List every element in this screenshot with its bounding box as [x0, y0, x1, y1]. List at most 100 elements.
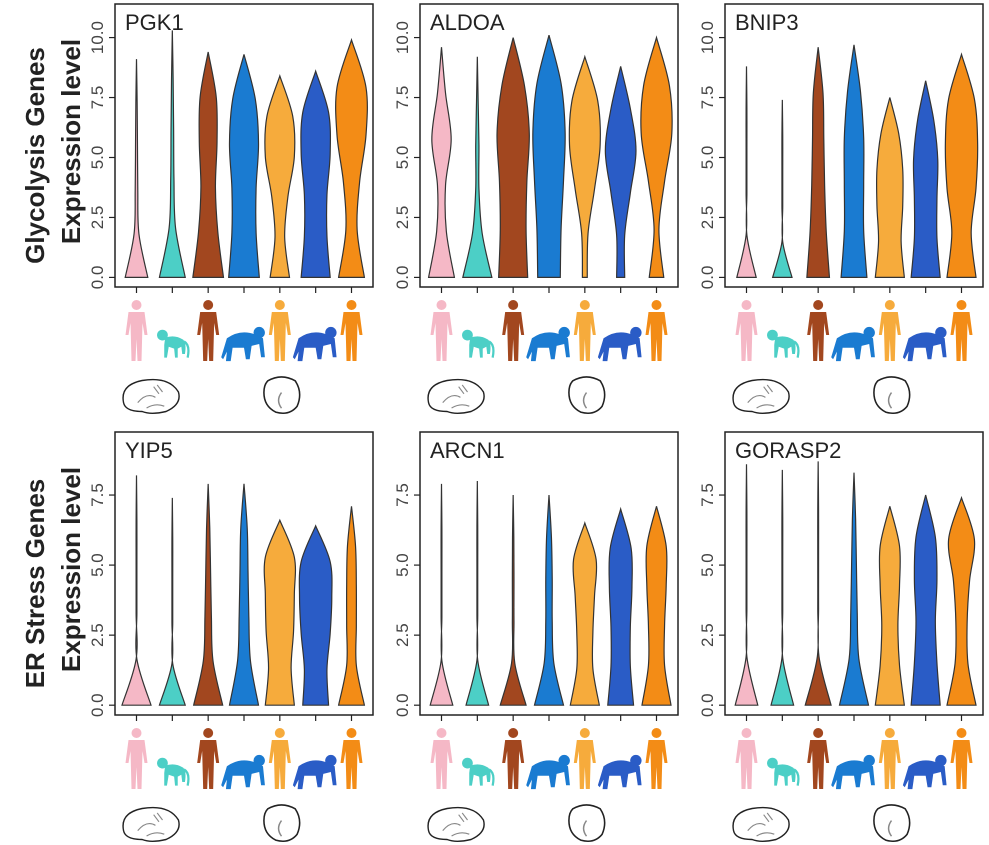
violin — [335, 37, 368, 279]
violin — [569, 521, 601, 706]
panel-title: ARCN1 — [430, 438, 505, 463]
species-icon — [155, 756, 190, 787]
species-icon — [502, 728, 525, 789]
violin — [298, 524, 333, 706]
cerebellum-icon — [263, 376, 301, 415]
species-icon — [831, 326, 875, 362]
violin — [300, 69, 332, 279]
violin — [874, 506, 906, 706]
species-icon — [155, 328, 190, 359]
violin — [640, 35, 673, 279]
species-icon — [197, 728, 220, 789]
species-icon — [765, 756, 800, 787]
y-tick-label: 5.0 — [393, 553, 412, 577]
violin — [192, 51, 225, 279]
y-tick-label: 0.0 — [88, 266, 107, 290]
y-tick-label: 7.5 — [698, 86, 717, 110]
cerebellum-icon — [263, 804, 301, 843]
violin — [874, 97, 906, 279]
violin — [228, 483, 260, 706]
violin — [264, 73, 296, 279]
panel-title: ALDOA — [430, 10, 505, 35]
y-tick-label: 2.5 — [698, 623, 717, 647]
violin — [496, 37, 530, 279]
y-axis-title: Expression level — [56, 467, 86, 672]
brain-icon — [732, 806, 790, 843]
violin — [192, 483, 224, 706]
y-tick-label: 2.5 — [88, 206, 107, 230]
violin — [838, 472, 870, 706]
violin — [263, 518, 297, 706]
species-icon — [430, 300, 453, 361]
species-icon — [878, 728, 901, 789]
species-icon — [268, 300, 291, 361]
panel-title: PGK1 — [125, 10, 184, 35]
y-tick-label: 7.5 — [88, 86, 107, 110]
species-icon — [221, 326, 265, 362]
species-icon — [573, 728, 596, 789]
violin — [499, 495, 527, 706]
species-icon — [340, 300, 363, 361]
violin — [427, 47, 456, 279]
species-icon — [221, 754, 265, 790]
y-tick-label: 0.0 — [393, 266, 412, 290]
violin — [607, 506, 635, 706]
violin — [228, 54, 260, 279]
row-title: ER Stress Genes — [20, 479, 50, 689]
species-icon — [125, 300, 148, 361]
species-icon — [807, 728, 830, 789]
y-tick-label: 7.5 — [698, 483, 717, 507]
y-tick-label: 10.0 — [88, 21, 107, 54]
violin — [944, 52, 979, 279]
species-icon — [902, 326, 947, 362]
species-icon — [950, 728, 973, 789]
y-tick-label: 5.0 — [88, 146, 107, 170]
brain-icon — [122, 806, 180, 843]
violin — [770, 469, 795, 706]
violin — [910, 494, 941, 706]
violin — [641, 506, 672, 706]
y-tick-label: 0.0 — [88, 693, 107, 717]
violin — [124, 59, 149, 279]
violin — [462, 56, 493, 279]
y-tick-label: 2.5 — [393, 206, 412, 230]
y-axis-title: Expression level — [56, 39, 86, 244]
panel-title: GORASP2 — [735, 438, 841, 463]
violin — [465, 481, 490, 706]
y-tick-label: 5.0 — [393, 146, 412, 170]
cerebellum-icon — [873, 376, 911, 415]
species-icon — [831, 754, 875, 790]
violin — [121, 475, 152, 706]
brain-icon — [732, 378, 790, 415]
y-tick-label: 2.5 — [88, 623, 107, 647]
violin — [337, 506, 366, 706]
species-icon — [735, 300, 758, 361]
y-tick-label: 0.0 — [698, 693, 717, 717]
species-icon — [597, 754, 642, 790]
y-tick-label: 10.0 — [698, 21, 717, 54]
species-icon — [950, 300, 973, 361]
y-tick-label: 7.5 — [393, 483, 412, 507]
species-icon — [526, 326, 570, 362]
species-icon — [268, 728, 291, 789]
species-icon — [902, 754, 947, 790]
violin — [158, 30, 186, 279]
y-tick-label: 5.0 — [698, 553, 717, 577]
species-icon — [735, 728, 758, 789]
violin — [568, 54, 601, 279]
y-tick-label: 2.5 — [393, 623, 412, 647]
row-title: Glycolysis Genes — [20, 47, 50, 264]
species-icon — [526, 754, 570, 790]
violin — [771, 99, 793, 279]
species-icon — [502, 300, 525, 361]
y-tick-label: 7.5 — [88, 483, 107, 507]
species-icon — [597, 326, 642, 362]
violin — [840, 44, 868, 279]
y-tick-label: 7.5 — [393, 86, 412, 110]
cerebellum-icon — [568, 376, 606, 415]
species-icon — [125, 728, 148, 789]
y-tick-label: 0.0 — [393, 693, 412, 717]
species-icon — [292, 326, 337, 362]
violin — [804, 461, 832, 706]
violin — [946, 495, 977, 706]
